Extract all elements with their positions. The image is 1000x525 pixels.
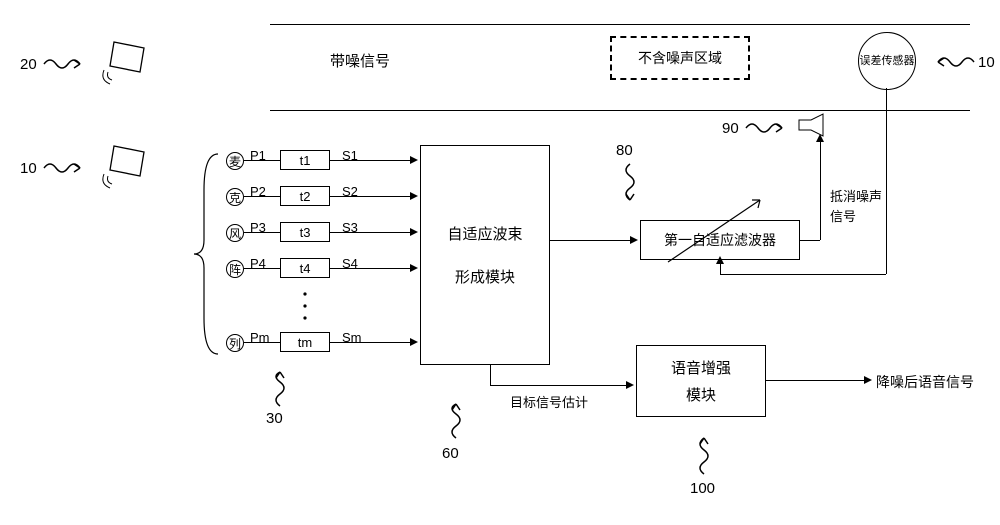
cancel-noise-l2: 信号 (830, 206, 856, 225)
wavy-80 (620, 162, 640, 208)
top-rule-1 (270, 24, 970, 25)
mic-line4b (330, 268, 412, 269)
enhance-line1: 语音增强 (671, 357, 731, 378)
mic-linema (244, 342, 280, 343)
enhance-line2: 模块 (686, 384, 716, 405)
mic-line2b (330, 196, 412, 197)
mic-t3-label: t3 (300, 225, 311, 240)
beamforming-module: 自适应波束 形成模块 (420, 145, 550, 365)
mic-node-3: 风 (226, 224, 244, 242)
error-sensor-node: 误差传感器 (858, 32, 916, 90)
wavy-100 (694, 430, 714, 476)
mic-t-3: t3 (280, 222, 330, 242)
mic-char-3: 风 (229, 225, 241, 242)
mic-line1b (330, 160, 412, 161)
noisy-signal-label: 带噪信号 (330, 50, 390, 71)
source-10-icon (100, 140, 156, 190)
mic-line1a (244, 160, 280, 161)
wavy-arrow-10-left (42, 158, 92, 178)
mic-t-1: t1 (280, 150, 330, 170)
ref-30: 30 (266, 410, 283, 427)
mic-char-m: 列 (229, 335, 241, 352)
ref-90: 90 (722, 120, 739, 137)
mic-t-m: tm (280, 332, 330, 352)
mic-t2-label: t2 (300, 189, 311, 204)
enhance-output-line (766, 380, 866, 381)
wavy-30 (270, 368, 290, 408)
ref-100: 100 (690, 480, 715, 497)
filter-to-speaker-line (820, 140, 821, 240)
speech-enhance-module: 语音增强 模块 (636, 345, 766, 417)
mic-array-bracket (190, 150, 220, 360)
wavy-arrow-10-right (926, 52, 976, 72)
mic-node-1: 麦 (226, 152, 244, 170)
ref-80: 80 (616, 142, 633, 159)
mic-t-2: t2 (280, 186, 330, 206)
beam-to-filter-line (550, 240, 632, 241)
speaker-icon (795, 112, 835, 138)
wavy-90 (744, 118, 790, 138)
error-feedback-into-filter (720, 262, 721, 274)
mic-char-2: 克 (229, 189, 241, 206)
error-feedback-v (886, 88, 887, 274)
error-sensor-label: 误差传感器 (860, 55, 915, 67)
target-estimate-label: 目标信号估计 (510, 392, 588, 411)
mic-node-m: 列 (226, 334, 244, 352)
mic-node-2: 克 (226, 188, 244, 206)
mic-t1-label: t1 (300, 153, 311, 168)
no-noise-region-box: 不含噪声区域 (610, 36, 750, 80)
wavy-60 (446, 400, 466, 440)
beamforming-line2: 形成模块 (455, 266, 515, 287)
mic-line2a (244, 196, 280, 197)
mic-linemb (330, 342, 412, 343)
beamforming-line1: 自适应波束 (447, 223, 522, 244)
mic-line3a (244, 232, 280, 233)
mic-t4-label: t4 (300, 261, 311, 276)
no-noise-region-label: 不含噪声区域 (638, 48, 722, 68)
cancel-noise-l1: 抵消噪声 (830, 186, 882, 205)
diagram-root: 带噪信号 不含噪声区域 误差传感器 20 10 10 (0, 0, 1000, 525)
mic-char-4: 阵 (229, 261, 241, 278)
mic-line4a (244, 268, 280, 269)
mic-line3b (330, 232, 412, 233)
denoised-output-label: 降噪后语音信号 (876, 372, 974, 392)
source-20-icon (100, 36, 156, 86)
mic-t-4: t4 (280, 258, 330, 278)
mic-ellipsis-icon (300, 288, 310, 328)
ref-10-left: 10 (20, 160, 37, 177)
ref-20: 20 (20, 56, 37, 73)
filter-out-h (800, 240, 820, 241)
error-feedback-h (720, 274, 886, 275)
ref-60: 60 (442, 445, 459, 462)
beam-to-enhance-line (490, 385, 628, 386)
top-rule-2 (270, 110, 970, 111)
wavy-arrow-20 (42, 54, 92, 74)
beam-down-line (490, 365, 491, 385)
mic-tm-label: tm (298, 335, 312, 350)
mic-node-4: 阵 (226, 260, 244, 278)
mic-char-1: 麦 (229, 153, 241, 170)
ref-10-right: 10 (978, 54, 995, 71)
